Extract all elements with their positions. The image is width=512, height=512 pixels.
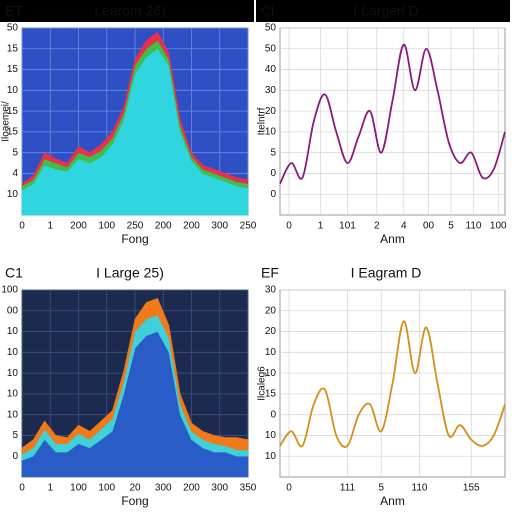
x-tick-label: 100 xyxy=(98,483,115,494)
x-tick-label: 100 xyxy=(70,483,87,494)
y-tick-label: 10 xyxy=(7,85,19,96)
area-layer xyxy=(21,297,249,455)
y-tick-label: 10 xyxy=(7,409,19,420)
x-tick-label: 200 xyxy=(183,221,200,232)
header-bar xyxy=(256,262,510,284)
x-tick-label: 5 xyxy=(448,221,454,232)
y-tick-label: 00 xyxy=(7,305,19,316)
chart-title: I Large 25) xyxy=(96,265,164,281)
y-tick-label: 30 xyxy=(265,85,277,96)
x-tick-label: 300 xyxy=(211,483,228,494)
y-tick-label: 0 xyxy=(270,409,276,420)
y-axis-label: Itelntrf xyxy=(257,107,268,135)
corner-label: ET xyxy=(5,3,23,19)
x-tick-label: 00 xyxy=(423,221,435,232)
y-tick-label: 5 xyxy=(12,430,18,441)
x-tick-label: 101 xyxy=(339,221,356,232)
header-bar xyxy=(0,262,254,284)
y-tick-label: 5 xyxy=(270,147,276,158)
header-bar xyxy=(0,0,254,22)
line xyxy=(279,43,506,185)
x-tick-label: 300 xyxy=(211,221,228,232)
y-tick-label: 0 xyxy=(12,451,18,462)
x-tick-label: 155 xyxy=(463,483,480,494)
y-tick-label: 50 xyxy=(265,43,277,54)
corner-label: EF xyxy=(261,265,279,281)
corner-label: C1 xyxy=(5,265,23,281)
x-tick-label: 110 xyxy=(412,483,428,494)
line xyxy=(279,320,506,448)
y-tick-label: 10 xyxy=(7,326,19,337)
x-tick-label: 200 xyxy=(155,221,172,232)
y-tick-label: 10 xyxy=(265,368,277,379)
area-layer xyxy=(21,31,249,187)
y-tick-label: 50 xyxy=(265,23,277,34)
x-tick-label: 100 xyxy=(98,221,115,232)
y-axis-label: Iloaemei/ xyxy=(1,101,12,142)
y-tick-label: 10 xyxy=(7,189,19,200)
y-tick-label: 10 xyxy=(7,347,19,358)
chart-title: I Largerl D xyxy=(353,3,418,19)
x-tick-label: 0 xyxy=(19,483,25,494)
y-tick-label: 15 xyxy=(7,64,19,75)
y-tick-label: 10 xyxy=(265,451,277,462)
x-axis-label: Anm xyxy=(380,232,405,246)
x-tick-label: 5 xyxy=(378,483,384,494)
y-tick-label: 15 xyxy=(265,389,277,400)
x-tick-label: 1 xyxy=(47,483,53,494)
x-tick-label: 250 xyxy=(127,221,144,232)
y-tick-label: 10 xyxy=(265,430,277,441)
chart-title: I Eagram D xyxy=(351,265,422,281)
y-tick-label: 20 xyxy=(265,326,277,337)
x-tick-label: 111 xyxy=(340,483,356,494)
x-tick-label: 100 xyxy=(490,221,507,232)
y-tick-label: 0 xyxy=(270,168,276,179)
x-tick-label: 300 xyxy=(155,483,172,494)
y-tick-label: 4 xyxy=(12,168,18,179)
panel: EF I Eagram D 30 20 20 10 10 15 0 10 10 0 111 5 110 155… xyxy=(256,262,510,508)
plot-area xyxy=(279,27,506,216)
x-tick-label: 4 xyxy=(401,221,407,232)
x-tick-label: 250 xyxy=(240,221,257,232)
x-tick-label: 1 xyxy=(47,221,53,232)
header-bar xyxy=(256,0,510,22)
x-axis-label: Fong xyxy=(121,494,148,508)
y-axis-label: Ilcaleg6 xyxy=(257,366,268,401)
y-tick-label: 5 xyxy=(12,147,18,158)
chart-title: Learom 26) xyxy=(94,3,166,19)
y-tick-label: 20 xyxy=(265,106,277,117)
y-tick-label: 10 xyxy=(265,347,277,358)
y-tick-label: 15 xyxy=(7,106,19,117)
y-tick-label: 15 xyxy=(7,43,19,54)
y-tick-label: 10 xyxy=(7,389,19,400)
x-tick-label: 110 xyxy=(466,221,482,232)
x-tick-label: 350 xyxy=(240,483,257,494)
x-tick-label: 0 xyxy=(286,221,292,232)
y-tick-label: 0 xyxy=(270,189,276,200)
y-tick-label: 10 xyxy=(265,127,277,138)
x-tick-label: 1 xyxy=(318,221,324,232)
x-tick-label: 20 xyxy=(129,483,141,494)
y-tick-label: 100 xyxy=(1,285,18,296)
x-tick-label: 2 xyxy=(374,221,380,232)
y-tick-label: 40 xyxy=(265,64,277,75)
y-tick-label: 15 xyxy=(7,127,19,138)
y-tick-label: 30 xyxy=(265,285,277,296)
y-tick-label: 50 xyxy=(7,23,19,34)
corner-label: Cl xyxy=(261,3,274,19)
x-tick-label: 0 xyxy=(19,221,25,232)
x-axis-label: Fong xyxy=(121,232,148,246)
x-tick-label: 200 xyxy=(183,483,200,494)
x-axis-label: Anm xyxy=(380,494,405,508)
x-tick-label: 0 xyxy=(286,483,292,494)
y-tick-label: 10 xyxy=(7,368,19,379)
x-tick-label: 200 xyxy=(70,221,87,232)
y-tick-label: 20 xyxy=(265,305,277,316)
